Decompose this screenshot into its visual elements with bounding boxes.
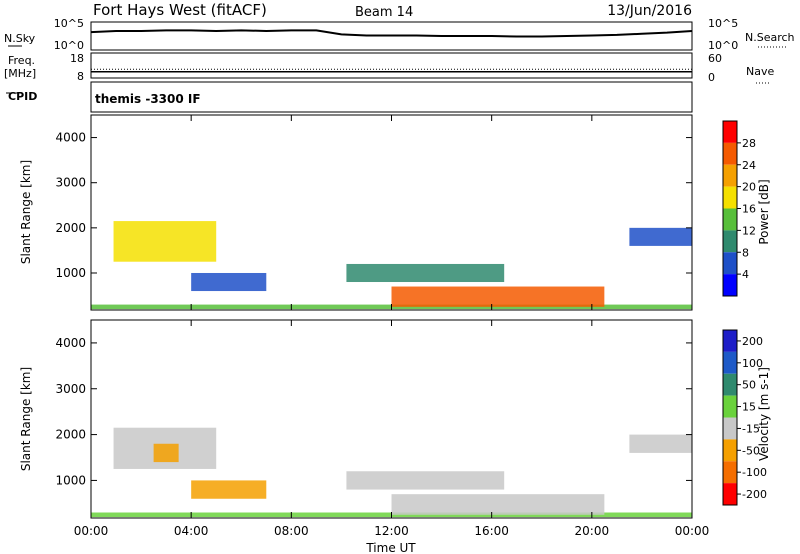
power-colorbar-swatch (723, 186, 737, 209)
velocity-colorbar-swatch (723, 439, 737, 462)
power-colorbar-swatch (723, 252, 737, 275)
power-colorbar-tick-label: 16 (742, 203, 756, 216)
velocity-scatter-region (153, 443, 179, 463)
power-colorbar-swatch (723, 274, 737, 296)
power-colorbar-swatch (723, 142, 737, 165)
freq-left-tick-top: 18 (70, 52, 84, 65)
power-colorbar: 4 8 12 16 20 24 28 (722, 120, 756, 297)
power-colorbar-label: Power [dB] (757, 179, 771, 244)
freq-unit-label: [MHz] (4, 67, 36, 80)
velocity-colorbar-tick-label: 50 (742, 379, 756, 392)
freq-label: Freq. (8, 54, 35, 67)
velocity-colorbar-tick-label: 15 (742, 401, 756, 414)
noise-right-tick-top: 10^5 (708, 17, 738, 30)
range-tick-label: 2000 (55, 428, 86, 442)
time-tick-label: 00:00 (74, 524, 109, 538)
velocity-colorbar-frame (722, 329, 738, 506)
range-tick-label: 1000 (55, 473, 86, 487)
nave-label: Nave (746, 65, 774, 78)
velocity-colorbar-tick-label: 200 (742, 335, 763, 348)
date-label: 13/Jun/2016 (607, 3, 692, 19)
velocity-scatter-region (391, 494, 605, 515)
power-colorbar-swatch (723, 230, 737, 253)
time-tick-label: 08:00 (274, 524, 309, 538)
velocity-colorbar-swatch (723, 351, 737, 374)
time-axis-label: Time UT (365, 541, 416, 554)
power-scatter-region (391, 286, 605, 307)
range-tick-label: 4000 (55, 336, 86, 350)
velocity-colorbar-swatch (723, 417, 737, 440)
frequency-strip-panel (90, 52, 693, 79)
time-tick-label: 00:00 (675, 524, 710, 538)
nsky-series-line (90, 29, 693, 38)
power-colorbar-swatch (723, 164, 737, 187)
station-title: Fort Hays West (fitACF) (93, 1, 267, 19)
power-colorbar-tick-label: 12 (742, 224, 756, 237)
power-colorbar-tick-label: 28 (742, 137, 756, 150)
range-tick-label: 1000 (55, 266, 86, 280)
noise-left-tick-top: 10^5 (54, 17, 84, 30)
power-colorbar-swatch (723, 121, 737, 143)
power-ylabel: Slant Range [km] (19, 160, 33, 264)
noise-left-tick-bottom: 10^0 (54, 39, 84, 52)
power-scatter-region (629, 227, 692, 246)
power-colorbar-tick-label: 20 (742, 181, 756, 194)
power-colorbar-tick-label: 24 (742, 159, 756, 172)
range-tick-label: 2000 (55, 221, 86, 235)
power-colorbar-swatch (723, 208, 737, 231)
velocity-colorbar-tick-label: -15 (742, 422, 760, 435)
velocity-scatter-region (346, 471, 505, 490)
nsearch-label: N.Search (745, 31, 795, 44)
cpid-value: themis -3300 IF (95, 92, 201, 106)
time-tick-label: 12:00 (374, 524, 409, 538)
velocity-colorbar-swatch (723, 461, 737, 484)
velocity-scatter-region (629, 434, 692, 453)
cpid-strip-panel: themis -3300 IF (90, 81, 693, 113)
cpid-label: CPID (8, 90, 37, 103)
velocity-colorbar: 200 100 50 15 -15 -50 -100 -200 (722, 329, 767, 506)
time-axis: 00:00 04:00 08:00 12:00 16:00 20:00 00:00 (74, 115, 710, 538)
velocity-colorbar-tick-label: -50 (742, 444, 760, 457)
power-colorbar-tick-label: 4 (742, 268, 749, 281)
freq-left-tick-bottom: 8 (77, 70, 84, 83)
time-tick-label: 16:00 (474, 524, 509, 538)
nsky-label: N.Sky (4, 32, 36, 45)
power-scatter-region (191, 272, 267, 292)
velocity-ylabel: Slant Range [km] (19, 367, 33, 471)
range-tick-label: 4000 (55, 131, 86, 145)
range-tick-label: 3000 (55, 176, 86, 190)
range-tick-label: 3000 (55, 382, 86, 396)
freq-right-tick-top: 60 (708, 52, 722, 65)
power-colorbar-tick-label: 8 (742, 246, 749, 259)
noise-strip-panel (90, 21, 693, 51)
velocity-colorbar-swatch (723, 483, 737, 505)
velocity-colorbar-swatch (723, 395, 737, 418)
velocity-scatter-region (191, 480, 267, 499)
power-scatter-region (346, 263, 505, 283)
power-scatter-region (113, 221, 217, 262)
power-panel: 1000 2000 3000 4000 Slant Range [km] (19, 114, 693, 311)
velocity-colorbar-tick-label: -200 (742, 488, 767, 501)
velocity-colorbar-tick-label: 100 (742, 357, 763, 370)
freq-right-tick-bottom: 0 (708, 71, 715, 84)
velocity-colorbar-swatch (723, 330, 737, 352)
beam-label: Beam 14 (355, 5, 413, 20)
velocity-colorbar-swatch (723, 373, 737, 396)
velocity-colorbar-label: Velocity [m s-1] (757, 367, 771, 461)
velocity-panel: 1000 2000 3000 4000 Slant Range [km] (19, 319, 693, 519)
velocity-colorbar-tick-label: -100 (742, 466, 767, 479)
time-tick-label: 20:00 (575, 524, 610, 538)
time-tick-label: 04:00 (174, 524, 209, 538)
noise-right-tick-bottom: 10^0 (708, 39, 738, 52)
